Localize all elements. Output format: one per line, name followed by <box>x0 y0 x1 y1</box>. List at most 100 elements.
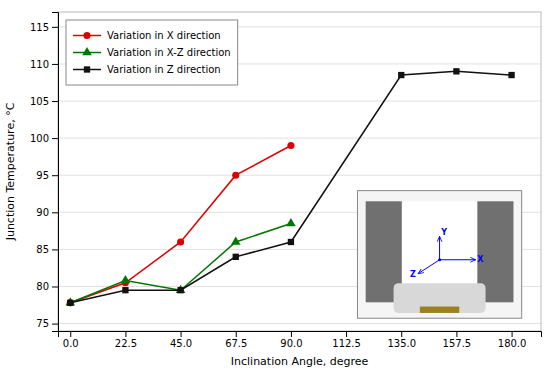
point <box>177 238 184 245</box>
inset-arrow <box>440 259 476 260</box>
legend-item: Variation in X-Z direction <box>73 47 231 58</box>
tick-label: 135.0 <box>387 338 416 349</box>
tick-mark <box>52 175 58 176</box>
point <box>288 239 294 245</box>
tick-label: 90 <box>36 207 49 218</box>
legend-item: Variation in Z direction <box>73 64 221 75</box>
tick-label: 22.5 <box>115 338 137 349</box>
tick: 112.5 <box>332 331 361 349</box>
tick: 75 <box>36 318 58 329</box>
tick-mark <box>52 249 58 250</box>
legend: Variation in X direction Variation in X-Z… <box>66 20 238 85</box>
grid-line <box>58 101 541 102</box>
tick-mark <box>512 331 513 337</box>
legend-item: Variation in X direction <box>73 30 221 41</box>
tick-mark <box>236 331 237 337</box>
point <box>398 72 404 78</box>
inset-frame <box>357 191 521 319</box>
tick: 90 <box>36 207 58 218</box>
point <box>67 300 73 306</box>
point <box>453 68 459 74</box>
tick-mark <box>125 331 126 337</box>
tick-mark <box>52 138 58 139</box>
tick-mark <box>181 331 182 337</box>
point <box>286 218 296 226</box>
tick: 100 <box>30 133 58 144</box>
legend-marker <box>84 66 90 72</box>
tick-mark <box>401 331 402 337</box>
point <box>121 275 131 283</box>
tick: 95 <box>36 170 58 181</box>
tick-label: 67.5 <box>225 338 247 349</box>
series-points <box>65 218 295 306</box>
legend-label: Variation in X-Z direction <box>107 47 231 58</box>
point <box>233 254 239 260</box>
tick: 135.0 <box>387 331 416 349</box>
x-axis-title: Inclination Angle, degree <box>231 355 369 368</box>
tick: 22.5 <box>115 331 137 349</box>
tick-label: 110 <box>30 59 49 70</box>
tick-label: 105 <box>30 96 49 107</box>
legend-marker <box>82 47 92 55</box>
tick: 67.5 <box>225 331 247 349</box>
annotation: Y <box>440 228 447 237</box>
tick-mark <box>291 331 292 337</box>
marks <box>65 68 514 306</box>
tick-mark <box>52 27 58 28</box>
inset-arrow <box>439 236 440 259</box>
tick-label: 95 <box>36 170 49 181</box>
inset-base <box>394 283 486 313</box>
chart: 0.0 22.5 45.0 67.5 90.0 112.5 135.0 157.5 180.0 7… <box>0 0 555 373</box>
inset-arrow <box>418 260 439 274</box>
tick: 105 <box>30 96 58 107</box>
plot-area: 0.0 22.5 45.0 67.5 90.0 112.5 135.0 157.5 180.0 7… <box>30 12 542 349</box>
series-line <box>70 146 291 303</box>
tick-mark <box>346 331 347 337</box>
grid-line <box>58 175 541 176</box>
point <box>232 172 239 179</box>
tick-label: 112.5 <box>332 338 361 349</box>
inset-chip <box>420 307 459 313</box>
inset-diagram: X Y Z <box>357 191 521 319</box>
legend-marker <box>83 32 90 39</box>
point <box>177 287 183 293</box>
tick-mark <box>52 324 58 325</box>
tick-label: 75 <box>36 318 49 329</box>
tick-label: 157.5 <box>443 338 472 349</box>
series-points <box>67 68 515 306</box>
series-line <box>70 223 291 302</box>
annotation: Z <box>410 270 416 279</box>
tick-mark <box>52 101 58 102</box>
grid-line <box>58 138 541 139</box>
tick: 85 <box>36 244 58 255</box>
series-line <box>70 71 511 302</box>
tick-label: 90.0 <box>280 338 302 349</box>
tick: 157.5 <box>443 331 472 349</box>
point <box>122 287 128 293</box>
tick: 110 <box>30 59 58 70</box>
axis-line <box>59 332 542 338</box>
tick-mark <box>52 64 58 65</box>
tick-label: 115 <box>30 22 49 33</box>
y-axis-title: Junction Temperature, °C <box>4 102 17 241</box>
grid-line <box>58 323 541 324</box>
tick: 90.0 <box>280 331 302 349</box>
tick-mark <box>70 331 71 337</box>
tick-label: 180.0 <box>498 338 527 349</box>
point <box>231 236 241 244</box>
axis-line <box>52 13 59 332</box>
point <box>67 299 74 306</box>
tick-mark <box>456 331 457 337</box>
tick: 0.0 <box>63 331 79 349</box>
tick: 45.0 <box>170 331 192 349</box>
tick-label: 0.0 <box>63 338 79 349</box>
legend-label: Variation in X direction <box>107 30 221 41</box>
inset-origin <box>438 258 441 261</box>
series-points <box>67 142 295 306</box>
annotation: X <box>477 255 484 264</box>
x-axis: 0.0 22.5 45.0 67.5 90.0 112.5 135.0 157.5 180.0 <box>59 331 542 349</box>
tick-label: 80 <box>36 281 49 292</box>
point <box>287 142 294 149</box>
y-axis: 75 80 85 90 95 100 105 110 115 <box>30 13 59 332</box>
tick-label: 85 <box>36 244 49 255</box>
